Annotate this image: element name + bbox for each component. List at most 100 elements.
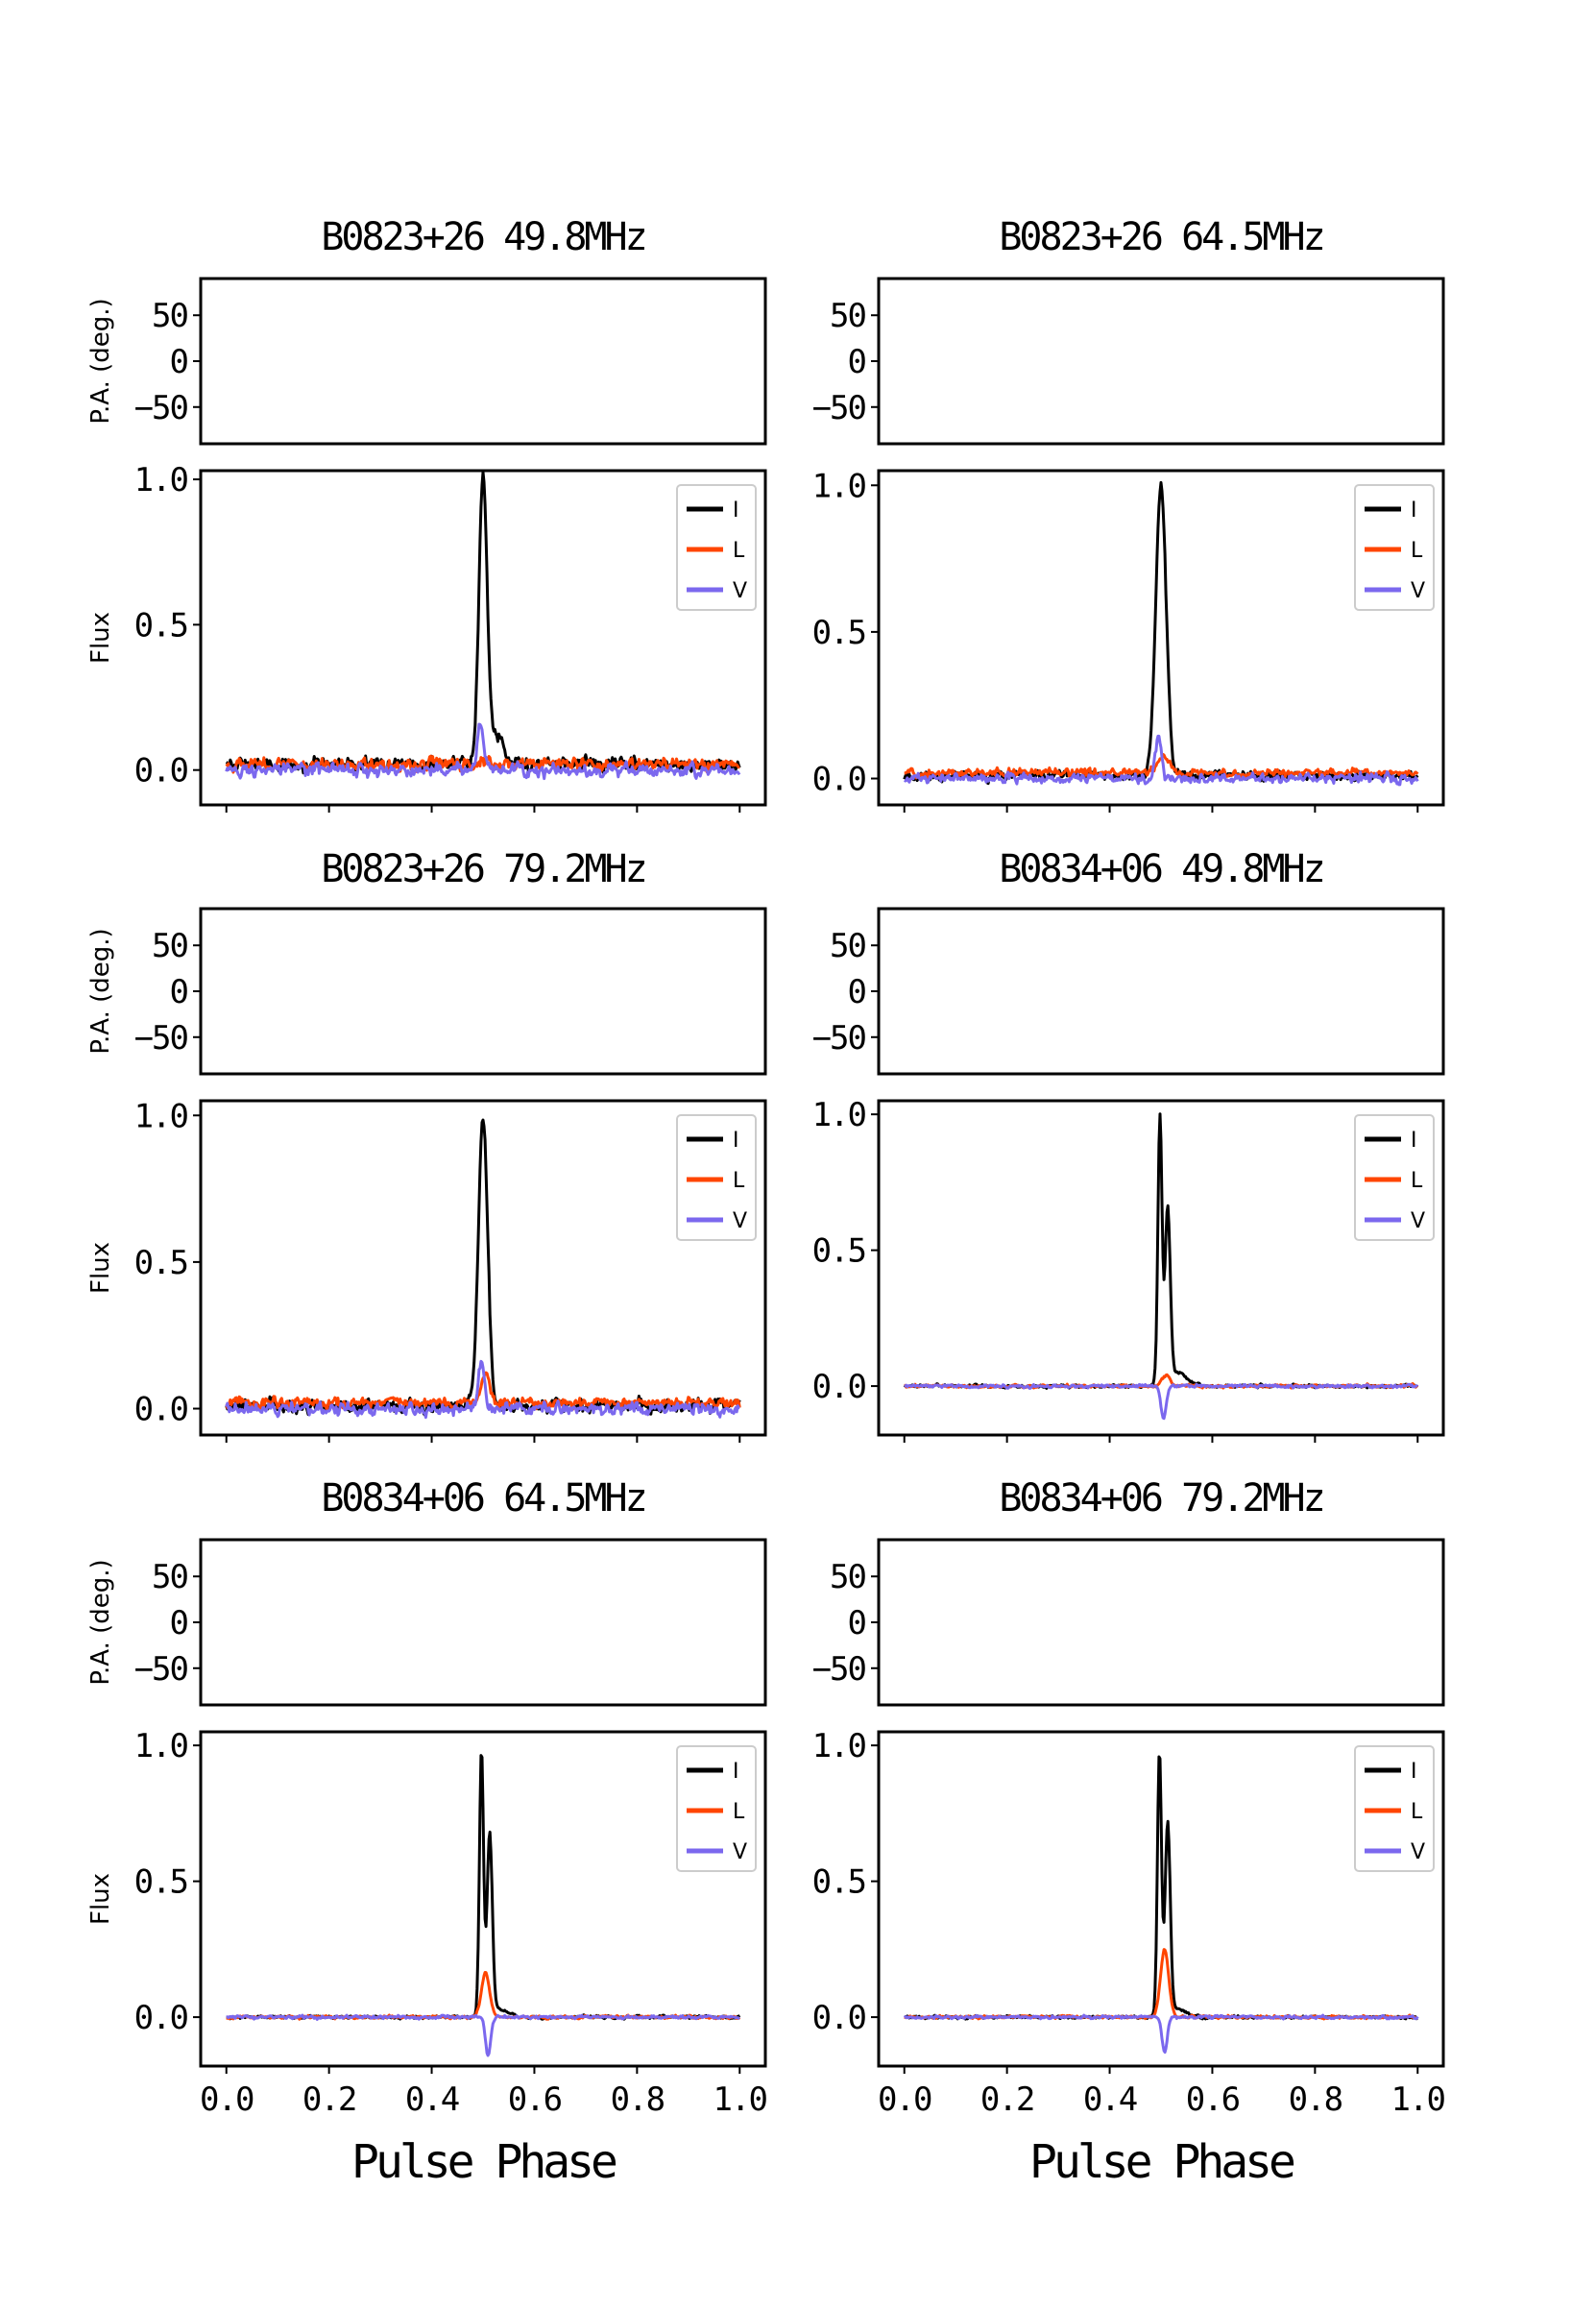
pa-ytick-label: 0 (848, 343, 866, 381)
legend-label-V: V (733, 1209, 747, 1233)
flux-ytick-label: 0.0 (812, 1368, 866, 1406)
legend-label-V: V (1411, 1209, 1425, 1233)
legend-label-L: L (733, 1169, 745, 1193)
pa-axes-frame (199, 277, 767, 446)
legend-label-I: I (733, 499, 739, 523)
xtick-label: 1.0 (1391, 2080, 1445, 2119)
pa-axes-frame (199, 1538, 767, 1707)
series-line-I (903, 480, 1419, 786)
xtick-label: 0.6 (1186, 2080, 1240, 2119)
flux-ytick-label: 0.5 (134, 606, 187, 645)
xtick-label: 0.8 (611, 2080, 665, 2119)
legend-label-I: I (733, 1760, 739, 1784)
flux-ytick-label: 0.5 (812, 1863, 865, 1902)
pa-ytick-label: 50 (830, 927, 865, 965)
flux-ytick-label: 1.0 (134, 1097, 188, 1135)
panel-3: B0823+26 79.2MHz 50 0 −50 P.A. (deg.) 0.0 0.5 1… (86, 847, 767, 1443)
pa-ytick-label: −50 (134, 1019, 188, 1058)
panel-title: B0834+06 49.8MHz (999, 847, 1322, 891)
xtick-label: 1.0 (713, 2080, 767, 2119)
pa-ytick-label: −50 (134, 389, 188, 427)
panel-1: B0823+26 49.8MHz 50 0 −50 P.A. (deg.) 0.0 0.5 1… (86, 215, 767, 813)
legend-label-L: L (733, 539, 745, 563)
panel-6: B0834+06 79.2MHz 50 0 −50 0.0 0.5 1.0 0.0 0.2 0.4… (812, 1476, 1447, 2189)
flux-axes-frame (877, 469, 1445, 807)
legend-label-V: V (1411, 579, 1425, 603)
pa-axes-frame (199, 907, 767, 1076)
pa-ytick-label: −50 (812, 389, 866, 427)
panel-5: B0834+06 64.5MHz 50 0 −50 P.A. (deg.) 0.0 0.5 1… (86, 1476, 769, 2189)
pa-ylabel: P.A. (deg.) (86, 928, 115, 1054)
flux-axes-frame (199, 1099, 767, 1437)
pa-ytick-label: 0 (848, 1604, 866, 1642)
pa-ylabel: P.A. (deg.) (86, 298, 115, 424)
flux-ytick-label: 0.0 (812, 761, 866, 799)
series-line-V (904, 1382, 1419, 1421)
series-line-I (903, 1112, 1419, 1390)
flux-ylabel: Flux (86, 1873, 115, 1925)
pa-ytick-label: −50 (812, 1019, 866, 1058)
panel-title: B0823+26 49.8MHz (321, 215, 644, 259)
xtick-label: 0.6 (508, 2080, 562, 2119)
legend-label-V: V (733, 1840, 747, 1864)
series-line-V (225, 722, 741, 781)
series-line-V (225, 1359, 740, 1420)
panel-title: B0823+26 79.2MHz (321, 847, 644, 891)
legend-label-I: I (1411, 499, 1417, 523)
panel-2: B0823+26 64.5MHz 50 0 −50 0.0 0.5 1.0 ILV (812, 215, 1445, 813)
pa-ytick-label: 0 (170, 973, 188, 1011)
flux-ytick-label: 0.0 (134, 1999, 188, 2037)
flux-ylabel: Flux (86, 612, 115, 664)
legend-label-I: I (1411, 1760, 1417, 1784)
x-axis-label: Pulse Phase (1029, 2135, 1294, 2189)
pa-axes-frame (877, 277, 1445, 446)
pa-ylabel: P.A. (deg.) (86, 1559, 115, 1685)
flux-ytick-label: 1.0 (812, 467, 866, 505)
panel-4: B0834+06 49.8MHz 50 0 −50 0.0 0.5 1.0 ILV (812, 847, 1445, 1443)
pa-ytick-label: 0 (170, 1604, 188, 1642)
legend-label-I: I (733, 1129, 739, 1153)
xtick-label: 0.0 (200, 2080, 254, 2119)
flux-ylabel: Flux (86, 1242, 115, 1294)
xtick-label: 0.2 (980, 2080, 1033, 2119)
panel-title: B0834+06 64.5MHz (321, 1476, 644, 1520)
legend-label-V: V (733, 579, 747, 603)
panel-title: B0823+26 64.5MHz (999, 215, 1322, 259)
series-line-V (904, 734, 1419, 787)
flux-ytick-label: 0.5 (812, 614, 865, 652)
flux-ytick-label: 0.0 (134, 752, 188, 791)
pa-ytick-label: 50 (830, 297, 865, 335)
flux-axes-frame (199, 1730, 767, 2068)
legend-label-L: L (733, 1800, 745, 1824)
legend-label-V: V (1411, 1840, 1425, 1864)
pa-axes-frame (877, 907, 1445, 1076)
xtick-label: 0.4 (405, 2080, 459, 2119)
xtick-label: 0.4 (1083, 2080, 1137, 2119)
flux-ytick-label: 1.0 (812, 1096, 866, 1134)
flux-ytick-label: 1.0 (134, 1727, 188, 1765)
legend-label-L: L (1411, 1800, 1423, 1824)
legend-label-I: I (1411, 1129, 1417, 1153)
pa-axes-frame (877, 1538, 1445, 1707)
x-axis-label: Pulse Phase (351, 2135, 617, 2189)
legend-label-L: L (1411, 1169, 1423, 1193)
pa-ytick-label: −50 (134, 1650, 188, 1689)
flux-ytick-label: 0.5 (134, 1244, 187, 1282)
xtick-label: 0.0 (878, 2080, 931, 2119)
flux-ytick-label: 1.0 (812, 1727, 866, 1765)
flux-ytick-label: 0.5 (812, 1232, 865, 1271)
series-line-V (903, 2013, 1419, 2055)
pa-ytick-label: 0 (170, 343, 188, 381)
pa-ytick-label: 50 (152, 1558, 187, 1596)
series-line-L (904, 1948, 1418, 2021)
flux-ytick-label: 0.0 (134, 1391, 188, 1429)
pa-ytick-label: 50 (152, 297, 187, 335)
pa-ytick-label: 50 (152, 927, 187, 965)
legend-label-L: L (1411, 539, 1423, 563)
pa-ytick-label: −50 (812, 1650, 866, 1689)
flux-axes-frame (877, 1099, 1445, 1437)
flux-ytick-label: 1.0 (134, 461, 188, 499)
xtick-label: 0.8 (1289, 2080, 1342, 2119)
series-line-L (226, 1971, 741, 2021)
